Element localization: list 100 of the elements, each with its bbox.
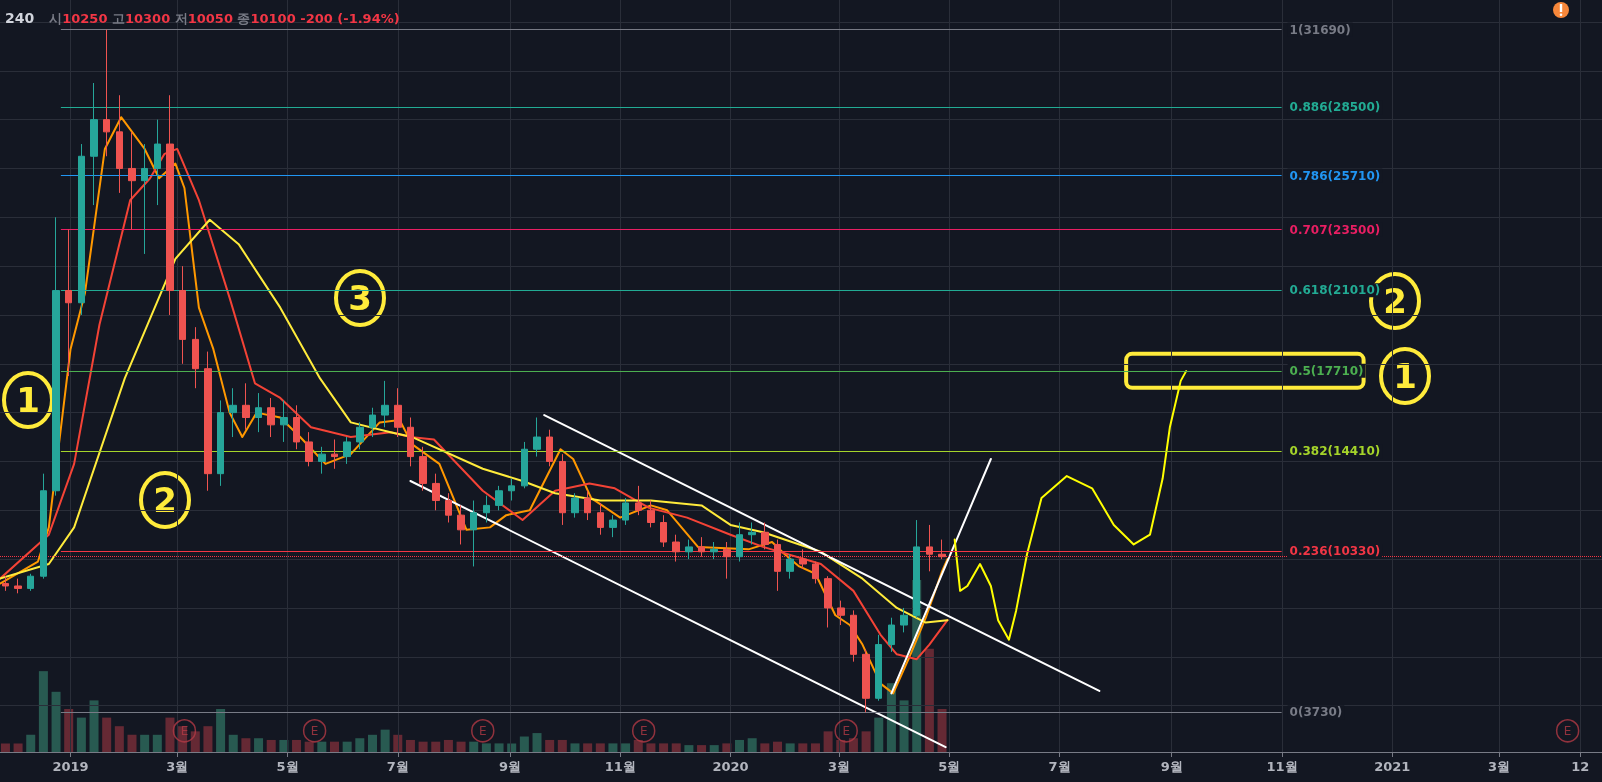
candlestick (166, 94, 174, 316)
bar (519, 736, 529, 752)
ref-line-label: 0.382(14410) (1289, 444, 1381, 459)
bar (456, 741, 466, 752)
candlestick (647, 500, 655, 528)
ref-line-label: 0(3730) (1289, 705, 1343, 720)
candlestick (280, 399, 288, 443)
bar (152, 734, 162, 752)
bar (494, 743, 504, 752)
candlestick (837, 600, 845, 626)
bar (89, 700, 99, 752)
x-tick-label: 7월 (1048, 759, 1071, 774)
data-label: E (1563, 723, 1572, 738)
bar (443, 739, 453, 752)
candlestick (824, 575, 832, 628)
candlestick (179, 265, 186, 365)
candlestick (116, 94, 123, 194)
bar (355, 738, 365, 752)
bar (785, 743, 795, 752)
bar (51, 691, 61, 752)
ref-line-label: 0.707(23500) (1289, 222, 1381, 237)
candlestick (267, 397, 275, 438)
bar (418, 741, 428, 752)
candlestick (584, 490, 591, 521)
bar (810, 743, 820, 752)
candlestick (761, 521, 769, 550)
bar (595, 743, 605, 752)
candlestick (457, 504, 465, 545)
annotation: 3 (348, 278, 372, 318)
candlestick (812, 561, 819, 585)
candlestick (432, 473, 440, 511)
bar (203, 726, 213, 752)
ref-line-label: 1(31690) (1289, 22, 1351, 37)
candlestick (533, 417, 541, 458)
candlestick (65, 229, 72, 377)
x-tick-label: 3월 (1487, 759, 1510, 774)
bar (823, 731, 833, 752)
bar (431, 741, 441, 752)
candlestick (154, 119, 161, 206)
candlestick (660, 514, 667, 548)
candlestick (597, 502, 604, 536)
bar (190, 731, 200, 752)
ref-line-label: 0.786(25710) (1289, 168, 1381, 183)
candlestick (710, 541, 718, 560)
bar (0, 743, 10, 752)
ref-line-label: 0.618(21010) (1289, 283, 1381, 298)
candlestick (343, 436, 351, 465)
candlestick (748, 521, 756, 545)
candlestick (635, 485, 642, 516)
ref-line-label: 0.5(17710) (1289, 363, 1364, 378)
candlestick (938, 539, 946, 560)
bar (583, 743, 593, 752)
bar (747, 738, 757, 752)
bar (570, 743, 580, 752)
bar (899, 700, 909, 752)
candlestick (672, 534, 680, 563)
candlestick (926, 524, 933, 572)
x-tick-label: 11월 (604, 759, 636, 774)
x-tick-label: 5월 (938, 759, 961, 774)
x-tick-label: 2021 (1374, 759, 1411, 774)
candlestick (242, 382, 250, 431)
bar (405, 739, 415, 752)
bar (241, 738, 251, 752)
candlestick (862, 648, 870, 713)
bar (140, 734, 150, 752)
candlestick (888, 617, 895, 653)
candlestick (141, 143, 148, 255)
bar (798, 743, 808, 752)
bar (216, 709, 226, 752)
bar (292, 739, 302, 752)
candlestick (217, 399, 224, 487)
candlestick (229, 387, 237, 438)
bar (228, 734, 238, 752)
candlestick (723, 541, 731, 580)
text: 시10250 고10300 저10050 종10100 -200 (-1.94%) (49, 10, 400, 26)
x-tick-label: 3월 (827, 759, 850, 774)
candlestick (331, 438, 338, 470)
candlestick (356, 421, 364, 450)
bar (102, 717, 112, 752)
bar (545, 739, 555, 752)
bar (254, 738, 264, 752)
bar (874, 717, 884, 752)
candlestick (255, 392, 262, 433)
bar (127, 734, 137, 752)
bar (13, 743, 23, 752)
candlestick (508, 478, 515, 502)
data-label: E (639, 723, 648, 738)
candlestick (2, 575, 9, 592)
bar (317, 741, 327, 752)
bar (735, 739, 745, 752)
candlestick (318, 446, 326, 475)
candlestick (305, 431, 313, 467)
data-label: E (310, 723, 319, 738)
bar (38, 671, 48, 752)
bar (26, 734, 36, 752)
ref-line-label: 0.886(28500) (1289, 100, 1381, 115)
data-label: E (842, 723, 850, 738)
bar (469, 741, 479, 752)
bar (924, 648, 934, 752)
text: 240 (5, 10, 35, 26)
